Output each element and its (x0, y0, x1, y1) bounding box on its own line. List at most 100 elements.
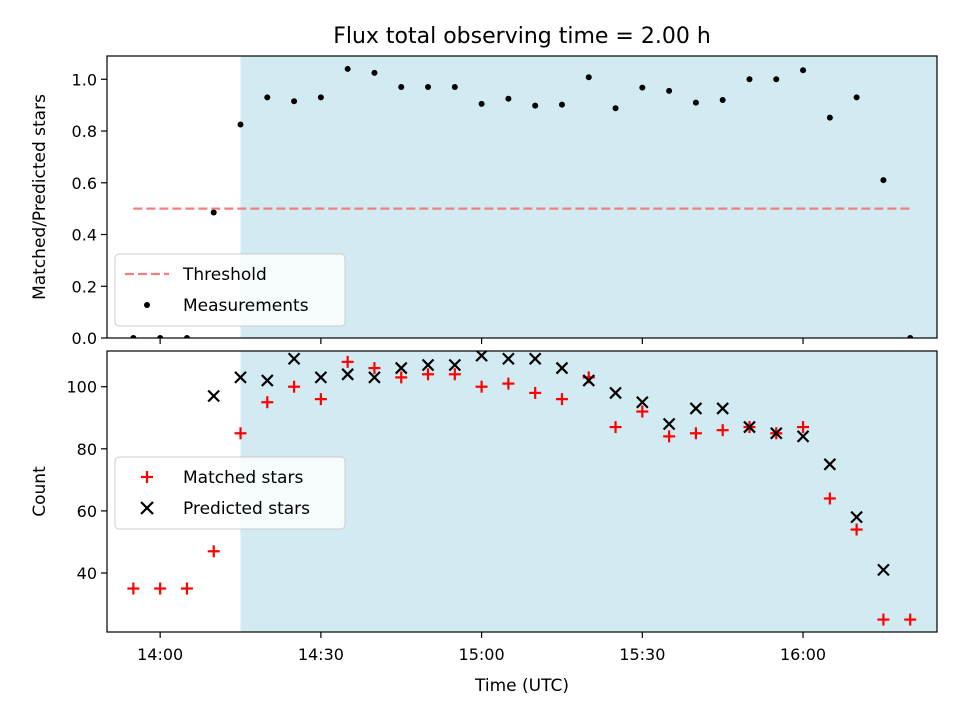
matched-point (609, 421, 622, 434)
y-tick-label: 0.6 (72, 174, 97, 193)
data-point (532, 102, 539, 109)
matched-point (850, 523, 863, 536)
predicted-point (261, 374, 274, 387)
legend-label: Measurements (183, 296, 309, 316)
matched-point (288, 380, 301, 393)
data-point (130, 335, 137, 338)
predicted-point (769, 427, 783, 440)
data-point (853, 94, 860, 101)
data-point (746, 76, 753, 83)
data-point (291, 98, 298, 105)
predicted-point (341, 368, 354, 381)
data-point (826, 114, 833, 121)
predicted-point (609, 386, 622, 400)
predicted-point (689, 402, 703, 415)
predicted-point (368, 371, 381, 384)
data-point (558, 101, 565, 108)
data-point (585, 74, 592, 81)
matched-point (261, 396, 274, 409)
axes-frame (106, 350, 938, 633)
predicted-point (287, 352, 301, 366)
matched-point (502, 377, 515, 390)
legend-marker (144, 302, 150, 308)
matched-point (368, 362, 381, 375)
legend-marker (141, 471, 153, 483)
predicted-point (716, 402, 729, 415)
matched-point (716, 424, 729, 437)
matched-point (475, 380, 488, 393)
data-point (183, 335, 190, 338)
matched-point (314, 393, 327, 406)
data-point (719, 96, 726, 103)
panel-2: 40 60 80 100 14:00 14:30 15:00 15:30 16:00 Count M… (30, 350, 938, 664)
shaded-span (240, 351, 937, 632)
matched-point (904, 613, 917, 626)
data-point (157, 335, 164, 338)
predicted-point (555, 361, 569, 375)
matched-point (636, 405, 649, 418)
panel-1: 0.0 0.2 0.4 0.6 0.8 1.0 Matched/Predicted star… (30, 55, 938, 348)
predicted-point (448, 358, 462, 372)
x-tick-label: 14:30 (298, 645, 344, 664)
y-tick-label: 0.8 (72, 122, 97, 141)
predicted-point (796, 430, 810, 443)
series-measurements (130, 65, 914, 338)
matched-point (154, 582, 167, 595)
matched-point (529, 386, 542, 399)
predicted-point (314, 371, 328, 384)
matched-point (180, 582, 193, 595)
predicted-point (662, 417, 676, 431)
matched-point (877, 613, 890, 626)
panel-1-data (130, 56, 937, 338)
matched-point (341, 355, 354, 368)
predicted-point (502, 352, 515, 366)
data-point (692, 99, 699, 106)
y-tick-label: 80 (77, 440, 97, 459)
data-point (907, 335, 914, 338)
legend-box (114, 253, 346, 327)
predicted-point (850, 510, 863, 524)
data-point (478, 100, 485, 107)
x-tick-label: 15:00 (459, 645, 505, 664)
legend-label: Matched stars (183, 468, 303, 488)
x-tick-label: 16:00 (780, 645, 826, 664)
matched-point (663, 430, 676, 443)
predicted-point (636, 395, 649, 409)
predicted-point (582, 374, 596, 387)
predicted-point (394, 361, 408, 375)
y-axis-label: Count (30, 466, 50, 517)
matched-point (127, 582, 140, 595)
legend-label: Predicted stars (183, 499, 310, 519)
predicted-point (823, 458, 837, 471)
data-point (264, 94, 271, 101)
predicted-point (743, 420, 756, 434)
data-point (505, 95, 512, 102)
shaded-span (240, 56, 937, 338)
data-point (880, 177, 887, 184)
matched-point (234, 427, 247, 440)
data-point (451, 84, 458, 91)
data-point (612, 105, 619, 112)
predicted-point (528, 352, 542, 366)
legend-marker (140, 501, 154, 515)
series-predicted-stars (207, 351, 890, 577)
predicted-point (877, 563, 890, 577)
y-tick-label: 100 (66, 378, 97, 397)
legend: Threshold Measurements (114, 253, 346, 327)
y-tick-label: 1.0 (72, 70, 97, 89)
legend-label: Threshold (182, 265, 267, 285)
data-point (237, 121, 244, 128)
predicted-point (421, 358, 435, 372)
data-point (344, 65, 351, 72)
data-point (317, 94, 324, 101)
y-tick-label: 0.2 (72, 277, 97, 296)
matched-point (207, 545, 220, 558)
y-tick-label: 0.0 (72, 329, 97, 348)
data-point (371, 69, 378, 76)
y-tick-label: 0.4 (72, 226, 97, 245)
data-point (425, 84, 432, 91)
chart-title: Flux total observing time = 2.00 h (333, 24, 711, 49)
x-axis-label: Time (UTC) (474, 676, 569, 696)
axes-frame (106, 55, 938, 339)
